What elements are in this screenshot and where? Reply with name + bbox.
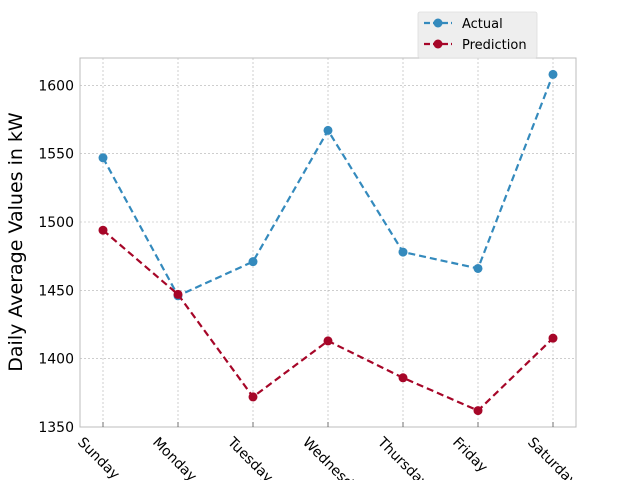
y-tick-label: 1500 xyxy=(38,215,74,231)
legend-label: Prediction xyxy=(462,38,527,53)
data-point xyxy=(398,247,408,257)
data-point xyxy=(473,406,483,416)
legend-marker xyxy=(433,18,443,28)
x-tick-label: Monday xyxy=(149,435,199,480)
data-point xyxy=(173,289,183,299)
data-point xyxy=(323,336,333,346)
y-tick-label: 1550 xyxy=(38,147,74,163)
x-tick-label: Tuesday xyxy=(223,434,275,480)
series-layer xyxy=(98,69,558,416)
data-point xyxy=(248,257,258,267)
x-tick-label: Thursday xyxy=(373,434,431,480)
legend-marker xyxy=(433,39,443,49)
x-tick-label: Saturday xyxy=(524,435,580,480)
data-point xyxy=(398,373,408,383)
x-tick-label: Sunday xyxy=(74,435,122,480)
series-actual xyxy=(98,69,558,301)
x-tick-label: Wednesday xyxy=(299,435,368,480)
y-axis-label: Daily Average Values in kW xyxy=(5,112,27,372)
data-point xyxy=(248,392,258,402)
x-tick-label: Friday xyxy=(449,435,490,476)
y-tick-label: 1450 xyxy=(38,283,74,299)
y-axis-ticks: 1350 1400 1450 1500 1550 1600 xyxy=(38,78,74,436)
y-tick-label: 1600 xyxy=(38,78,74,94)
legend-item: Prediction xyxy=(424,38,527,53)
y-tick-label: 1400 xyxy=(38,352,74,368)
grid-lines xyxy=(80,58,576,428)
data-point xyxy=(548,333,558,343)
x-axis-ticks: Sunday Monday Tuesday Wednesday Thursday Frid… xyxy=(74,422,580,480)
data-point xyxy=(548,69,558,79)
legend-item: Actual xyxy=(424,17,503,32)
data-point xyxy=(473,263,483,273)
data-point xyxy=(323,125,333,135)
data-point xyxy=(98,225,108,235)
series-prediction xyxy=(98,225,558,416)
legend: Actual Prediction xyxy=(417,11,538,59)
data-point xyxy=(98,153,108,163)
legend-label: Actual xyxy=(462,17,503,32)
y-tick-label: 1350 xyxy=(38,420,74,436)
